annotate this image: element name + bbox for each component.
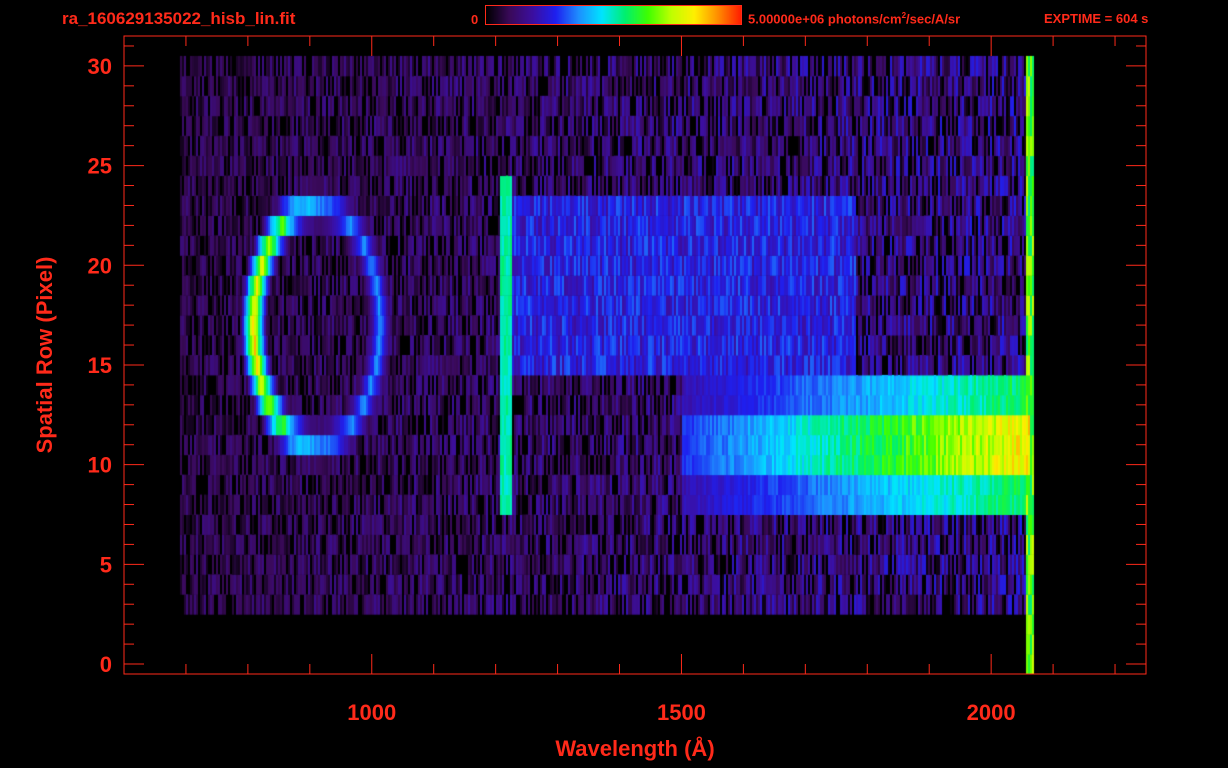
y-axis-label: Spatial Row (Pixel) xyxy=(32,256,57,454)
heatmap-image xyxy=(124,36,1146,674)
colorbar-max-label: 5.00000e+06 photons/cm2/sec/A/sr xyxy=(748,11,960,26)
filename-title: ra_160629135022_hisb_lin.fit xyxy=(62,9,296,28)
plot-frame xyxy=(123,35,1147,675)
y-tick-label: 5 xyxy=(100,552,112,577)
colorbar-max-unit: /sec/A/sr xyxy=(906,11,961,27)
y-tick-label: 0 xyxy=(100,652,112,677)
axis-ticks xyxy=(124,36,1146,674)
x-tick-label: 1500 xyxy=(657,700,706,725)
colorbar-max-value: 5.00000e+06 photons/cm xyxy=(748,11,902,27)
y-tick-label: 25 xyxy=(88,154,112,179)
y-tick-label: 30 xyxy=(88,54,112,79)
colorbar xyxy=(485,5,742,25)
colorbar-min-label: 0 xyxy=(471,12,479,27)
colorbar-max-exponent: 2 xyxy=(901,11,907,20)
x-tick-label: 2000 xyxy=(967,700,1016,725)
y-tick-label: 15 xyxy=(88,353,112,378)
axis-tick-labels: 1000 1500 2000 0 5 10 15 20 25 30 xyxy=(88,54,1016,725)
exptime-label: EXPTIME = 604 s xyxy=(1044,11,1149,26)
x-tick-label: 1000 xyxy=(347,700,396,725)
x-axis-label: Wavelength (Å) xyxy=(555,736,715,761)
y-tick-label: 20 xyxy=(88,253,112,278)
y-tick-label: 10 xyxy=(88,453,112,478)
